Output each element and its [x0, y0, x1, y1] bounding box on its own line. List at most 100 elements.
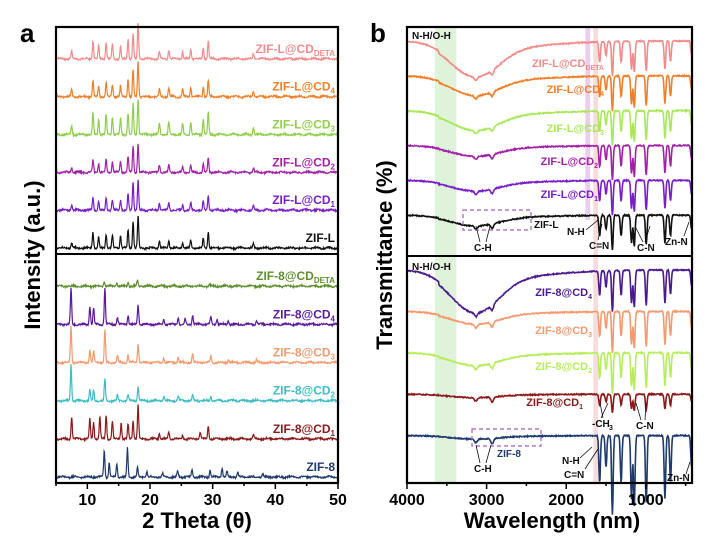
ftir-series-label: ZIF-8@CD3: [535, 325, 592, 339]
ftir-trace-zif-l-at-cd-deta: [406, 38, 693, 82]
series-label-main: ZIF-L@CD: [272, 155, 331, 169]
ftir-trace-zif-l-at-cd-2: [406, 143, 693, 181]
ftir-series-label: ZIF-L@CD4: [547, 84, 605, 98]
ftir-series-label: ZIF-8@CD4: [535, 287, 592, 301]
ann-znn-top: Zn-N: [665, 237, 688, 248]
ch-region-box-top: [462, 209, 532, 231]
panel-a-x-axis-title: 2 Theta (θ): [142, 508, 252, 533]
xrd-series-label: ZIF-8@CD4: [273, 307, 336, 323]
ftir-trace-zif-8-at-cd-3: [406, 308, 693, 354]
series-label-main: ZIF-L@CD: [532, 58, 586, 70]
ftir-series-label: ZIF-8@CD1: [526, 397, 583, 411]
series-label-subscript: 4: [331, 87, 336, 96]
series-label-subscript: 3: [331, 353, 336, 362]
x-tick-label-20: 20: [141, 492, 159, 509]
series-label-subscript: DETA: [314, 276, 335, 285]
series-label-main: ZIF-L: [306, 231, 335, 245]
series-label-main: ZIF-8@CD: [273, 307, 331, 321]
xrd-series-label: ZIF-L@CD2: [272, 155, 335, 171]
ann-cn-double-top: C=N: [589, 241, 609, 252]
series-label-main: ZIF-L@CD: [541, 156, 595, 168]
series-label-main: ZIF-L@CD: [255, 42, 314, 56]
ftir-trace-zif-8-at-cd-2: [406, 350, 693, 395]
arrow-cn-bottom-2: [644, 402, 647, 421]
arrow-znn-bottom: [685, 461, 691, 475]
series-label-subscript: 4: [588, 294, 592, 301]
series-label-subscript: 2: [331, 162, 336, 171]
ftir-trace-zif-l-at-cd-3: [406, 108, 693, 146]
panel-b-y-axis-title: Transmittance (%): [372, 160, 397, 350]
series-label-main: ZIF-8@CD: [273, 422, 331, 436]
series-label-main: ZIF-L@CD: [272, 80, 331, 94]
ftir-series-label: ZIF-L@CDDETA: [532, 58, 604, 72]
ftir-series-label: ZIF-L@CD3: [547, 123, 605, 137]
arrow-nh-top: [585, 219, 599, 231]
ann-nh-top: N-H: [567, 227, 585, 238]
series-label-subscript: 4: [331, 314, 336, 323]
ftir-trace-zif-l: [406, 212, 693, 251]
xrd-trace-zif-l-at-cd-3: [55, 99, 339, 138]
xrd-trace-zif-l-at-cd-2: [55, 143, 338, 176]
x-tick-label-30: 30: [204, 492, 222, 509]
arrow-cn-top-1: [634, 225, 644, 243]
series-label-main: ZIF-L@CD: [272, 118, 331, 132]
xrd-series-label: ZIF-8@CD3: [273, 346, 336, 362]
x-tick-label-1000: 1000: [628, 492, 664, 509]
series-label-main: ZIF-8@CD: [535, 325, 588, 337]
ann-znn-bottom: Zn-N: [667, 473, 690, 484]
band-label-nh-oh-top: N-H/O-H: [412, 31, 451, 42]
ann-cn-top: C-N: [637, 243, 655, 254]
xrd-series-label: ZIF-L@CD4: [272, 80, 335, 96]
series-label-subscript: 1: [594, 196, 598, 203]
series-label-main: ZIF-L@CD: [272, 193, 331, 207]
xrd-trace-zif-8-at-cd-4: [55, 287, 339, 328]
arrow-ch3-1: [600, 402, 609, 419]
xrd-series-label: ZIF-L@CD1: [272, 193, 335, 209]
panel-a-traces: ZIF-L@CDDETAZIF-L@CD4ZIF-L@CD3ZIF-L@CD2Z…: [55, 23, 339, 481]
x-tick-label-2000: 2000: [548, 492, 584, 509]
arrow-cn-top-2: [644, 225, 651, 243]
arrow-cn-bottom-1: [635, 402, 642, 421]
series-label-subscript: 3: [331, 125, 336, 134]
xrd-trace-zif-l: [55, 215, 339, 252]
ch-region-box-bottom: [471, 428, 542, 447]
series-label-subscript: 2: [594, 163, 598, 170]
series-label-main: ZIF-8@CD: [535, 287, 588, 299]
ann-nh-bottom: N-H: [562, 456, 580, 467]
series-label-main: ZIF-8@CD: [273, 384, 331, 398]
xrd-series-label: ZIF-8@CD2: [273, 384, 336, 400]
ann-ch-bottom: C-H: [474, 464, 492, 475]
series-label-subscript: DETA: [314, 49, 335, 58]
arrow-ch-bottom-1: [475, 444, 481, 464]
xrd-series-label: ZIF-8@CDDETA: [256, 269, 335, 285]
xrd-trace-zif-8-at-cd-2: [55, 364, 339, 405]
xrd-trace-zif-8-at-cd-deta: [55, 279, 338, 290]
panel-a-y-axis-title: Intensity (a.u.): [20, 180, 45, 329]
ann-ch-top: C-H: [474, 243, 492, 254]
series-label-subscript: 3: [600, 130, 604, 137]
band-label-nh-oh-bottom: N-H/O-H: [412, 262, 451, 273]
ftir-trace-zif-l-at-cd-4: [406, 73, 693, 112]
x-tick-label-40: 40: [266, 492, 284, 509]
xrd-series-label: ZIF-L: [306, 231, 335, 245]
series-label-main: ZIF-8: [306, 460, 335, 474]
ann-cn-double-bottom: C=N: [564, 470, 584, 481]
series-label-subscript: 2: [331, 391, 336, 400]
xrd-trace-zif-8-at-cd-3: [55, 325, 338, 367]
ftir-trace-zif-l-at-cd-1: [406, 178, 693, 216]
ftir-series-label: ZIF-8@CD2: [535, 361, 592, 375]
arrow-ch-bottom-2: [485, 444, 492, 464]
ftir-series-label: ZIF-L@CD2: [541, 156, 599, 170]
series-label-main: ZIF-8@CD: [526, 397, 579, 409]
xrd-series-label: ZIF-L@CD3: [272, 118, 335, 134]
x-tick-label-4000: 4000: [389, 492, 425, 509]
ann-cn-bottom: C-N: [636, 421, 654, 432]
panel-b-frame: [405, 25, 694, 485]
xrd-trace-zif-l-at-cd-deta: [55, 23, 339, 63]
series-label-main: ZIF-8@CD: [535, 361, 588, 373]
ftir-series-label: ZIF-L@CD1: [541, 189, 599, 203]
zif-l-inline-label: ZIF-L: [534, 220, 558, 231]
xrd-trace-zif-l-at-cd-4: [55, 61, 339, 101]
series-label-subscript: 3: [588, 332, 592, 339]
arrow-nh-bottom: [579, 446, 593, 459]
